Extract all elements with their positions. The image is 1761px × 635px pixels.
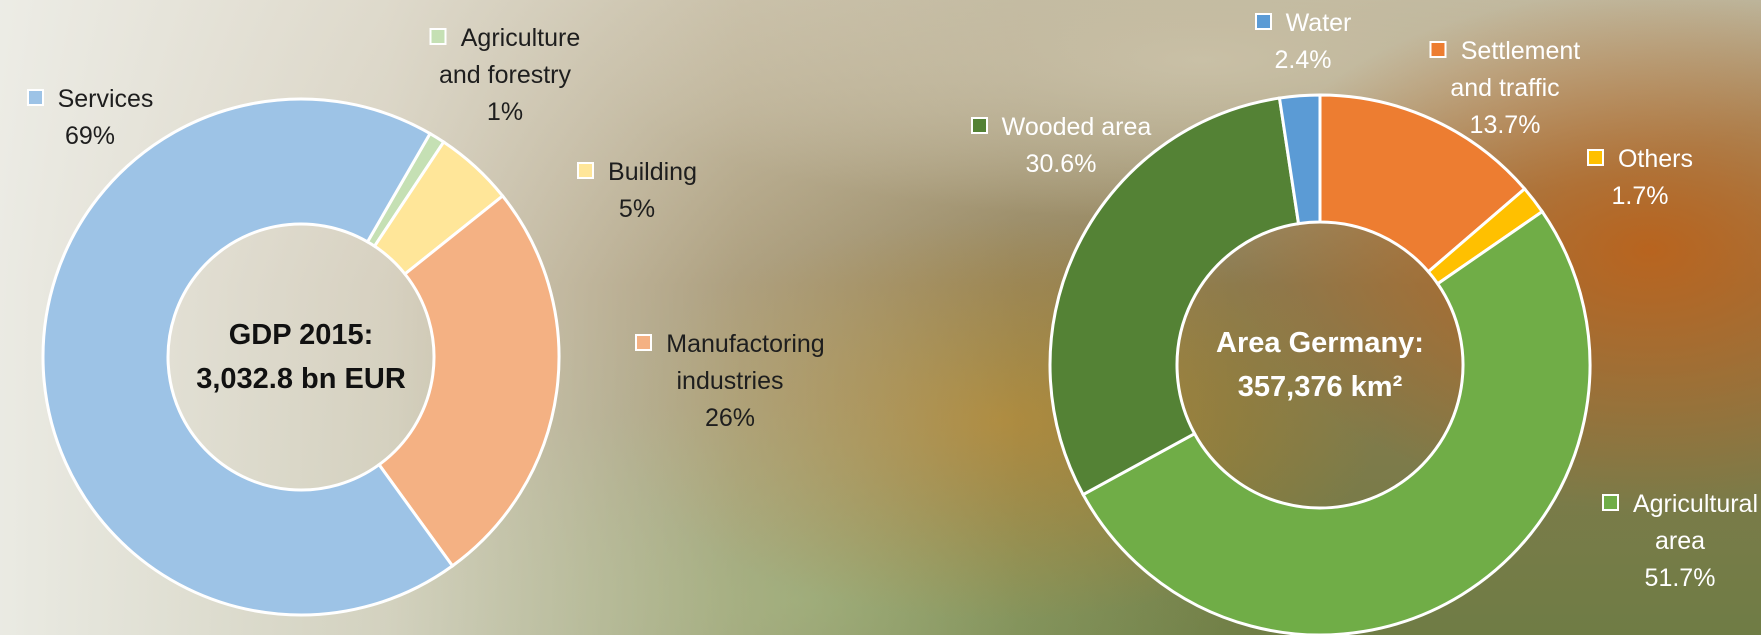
category-name: Others [1618,145,1693,173]
category-line: Manufactoring industries [610,326,850,400]
value-label: 5% [537,191,737,228]
category-line: Building [537,154,737,191]
legend-marker [27,89,44,106]
legend-marker [577,162,594,179]
slice-label: Others 1.7% [1565,141,1715,215]
category-line: Agriculture and forestry [418,20,593,94]
legend-marker [1587,149,1604,166]
value-label: 13.7% [1413,107,1598,144]
center-line: Area Germany: [1216,321,1424,365]
center-text: GDP 2015:3,032.8 bn EUR [196,313,406,401]
center-line: 3,032.8 bn EUR [196,357,406,401]
center-line: GDP 2015: [196,313,406,357]
value-label: 30.6% [946,146,1176,183]
legend-marker [430,28,447,45]
category-line: Settlement and traffic [1413,33,1598,107]
legend-marker [971,117,988,134]
center-line: 357,376 km² [1216,365,1424,409]
slide: Agriculture and forestry 1% Building 5% Manu… [0,0,1761,635]
category-name: Building [608,158,697,186]
category-line: Services [0,81,190,118]
value-label: 51.7% [1585,560,1761,597]
legend-marker [635,334,652,351]
value-label: 26% [610,400,850,437]
slice-label: Agriculture and forestry 1% [418,20,593,131]
category-line: Water [1228,5,1378,42]
slice-label: Agricultural area 51.7% [1585,486,1761,597]
category-name: Agricultural area [1633,490,1758,555]
value-label: 1% [418,94,593,131]
slice-label: Wooded area 30.6% [946,109,1176,183]
category-name: Settlement and traffic [1450,37,1580,102]
slice-label: Settlement and traffic 13.7% [1413,33,1598,144]
value-label: 2.4% [1228,42,1378,79]
slice-label: Manufactoring industries 26% [610,326,850,437]
category-name: Water [1286,9,1352,37]
value-label: 69% [0,118,190,155]
legend-marker [1602,494,1619,511]
category-name: Manufactoring industries [666,330,824,395]
slice-label: Water 2.4% [1228,5,1378,79]
category-line: Others [1565,141,1715,178]
center-text: Area Germany:357,376 km² [1216,321,1424,409]
legend-marker [1255,13,1272,30]
legend-marker [1430,41,1447,58]
category-name: Services [58,85,154,113]
value-label: 1.7% [1565,178,1715,215]
category-name: Agriculture and forestry [439,24,580,89]
slice-label: Services 69% [0,81,190,155]
category-line: Agricultural area [1585,486,1761,560]
category-name: Wooded area [1002,113,1152,141]
slice-label: Building 5% [537,154,737,228]
category-line: Wooded area [946,109,1176,146]
